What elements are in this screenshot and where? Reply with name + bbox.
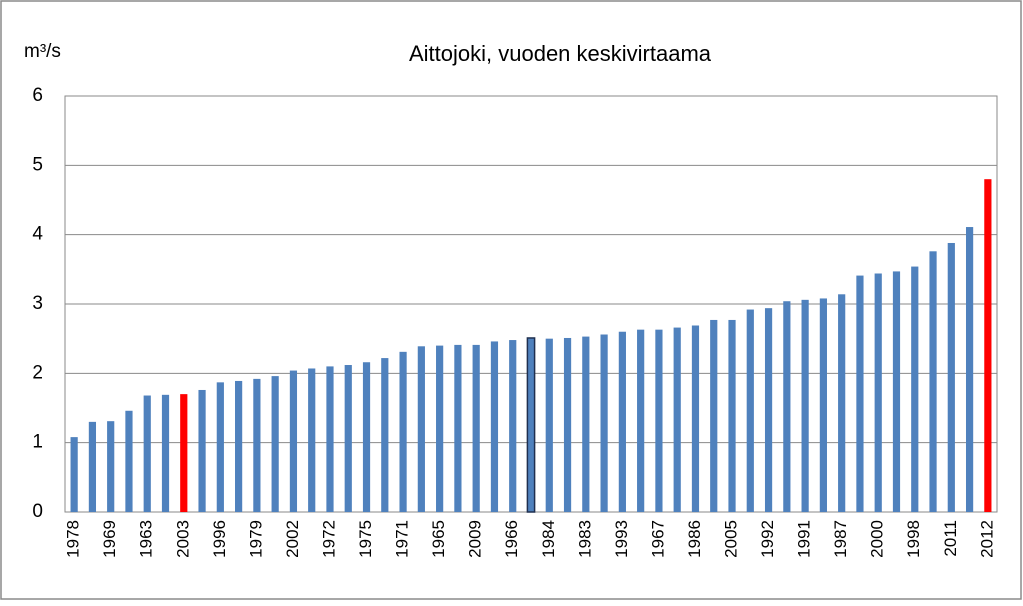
x-tick-label: 1983 bbox=[575, 520, 594, 558]
y-tick-label: 0 bbox=[32, 501, 43, 522]
bar bbox=[691, 325, 700, 512]
bar bbox=[947, 242, 955, 512]
x-tick-label: 1979 bbox=[246, 520, 265, 558]
bar bbox=[728, 319, 736, 512]
x-tick-label: 1978 bbox=[64, 520, 83, 558]
bar bbox=[472, 344, 480, 512]
bar bbox=[801, 299, 809, 512]
bar bbox=[125, 410, 133, 512]
x-tick-label: 1998 bbox=[904, 520, 923, 558]
y-axis-label: m³/s bbox=[24, 41, 61, 62]
x-tick-label: 1986 bbox=[685, 520, 704, 558]
x-tick-label: 2002 bbox=[283, 520, 302, 558]
bar bbox=[984, 179, 992, 512]
y-tick-label: 4 bbox=[32, 224, 43, 245]
bar bbox=[454, 344, 462, 512]
bar bbox=[637, 329, 645, 512]
y-tick-label: 1 bbox=[32, 432, 43, 453]
bar bbox=[180, 394, 188, 512]
y-tick-label: 6 bbox=[32, 85, 43, 106]
bar bbox=[618, 331, 626, 512]
bar bbox=[929, 251, 937, 512]
bar bbox=[838, 294, 846, 512]
bar bbox=[143, 395, 151, 512]
bar bbox=[490, 341, 499, 512]
bar bbox=[746, 309, 754, 512]
bar bbox=[526, 337, 536, 513]
x-tick-label: 2005 bbox=[722, 520, 741, 558]
x-tick-label: 1984 bbox=[539, 520, 558, 558]
bar bbox=[362, 362, 371, 512]
bar bbox=[216, 382, 224, 512]
bar bbox=[819, 298, 827, 512]
bar bbox=[161, 394, 170, 512]
x-tick-label: 1996 bbox=[210, 520, 229, 558]
bar bbox=[198, 389, 206, 512]
bar bbox=[545, 338, 553, 512]
bar bbox=[710, 319, 718, 512]
bar bbox=[381, 358, 389, 512]
bar bbox=[965, 227, 974, 513]
x-tick-label: 1966 bbox=[502, 520, 521, 558]
bar bbox=[783, 301, 791, 512]
bar bbox=[436, 345, 444, 512]
x-tick-label: 1972 bbox=[319, 520, 338, 558]
x-tick-label: 1965 bbox=[429, 520, 448, 558]
bar bbox=[271, 376, 279, 512]
bar bbox=[289, 370, 298, 512]
x-tick-label: 2011 bbox=[941, 520, 960, 557]
bar bbox=[253, 378, 261, 512]
bar bbox=[107, 421, 115, 512]
x-tick-label: 1969 bbox=[100, 520, 119, 558]
bar bbox=[399, 351, 407, 512]
bar bbox=[874, 273, 882, 512]
bar bbox=[563, 337, 572, 512]
x-tick-label: 2003 bbox=[173, 520, 192, 558]
bar bbox=[600, 334, 608, 512]
x-tick-label: 1991 bbox=[795, 520, 814, 558]
bar bbox=[673, 327, 681, 512]
bar bbox=[417, 346, 425, 512]
x-tick-label: 1975 bbox=[356, 520, 375, 558]
y-tick-label: 2 bbox=[32, 362, 43, 383]
bar bbox=[308, 368, 316, 512]
x-tick-label: 2012 bbox=[977, 520, 996, 558]
bar bbox=[326, 366, 334, 512]
bar bbox=[892, 271, 901, 512]
x-tick-label: 1971 bbox=[393, 520, 412, 558]
x-tick-label: 1987 bbox=[831, 520, 850, 558]
bar bbox=[764, 308, 773, 512]
x-tick-label: 1992 bbox=[758, 520, 777, 558]
y-tick-label: 3 bbox=[32, 293, 43, 314]
y-tick-label: 5 bbox=[32, 154, 43, 175]
bar bbox=[88, 421, 97, 512]
bar bbox=[582, 336, 590, 512]
bar bbox=[655, 329, 663, 512]
bar bbox=[911, 266, 919, 512]
bar bbox=[235, 380, 243, 512]
bar bbox=[344, 365, 352, 512]
x-tick-label: 1993 bbox=[612, 520, 631, 558]
bar bbox=[509, 340, 517, 512]
x-tick-label: 2000 bbox=[868, 520, 887, 558]
x-tick-label: 1967 bbox=[648, 520, 667, 558]
chart-title: Aittojoki, vuoden keskivirtaama bbox=[409, 41, 712, 66]
bar bbox=[856, 275, 864, 512]
x-tick-label: 2009 bbox=[466, 520, 485, 558]
bar bbox=[70, 437, 78, 512]
x-tick-label: 1963 bbox=[137, 520, 156, 558]
